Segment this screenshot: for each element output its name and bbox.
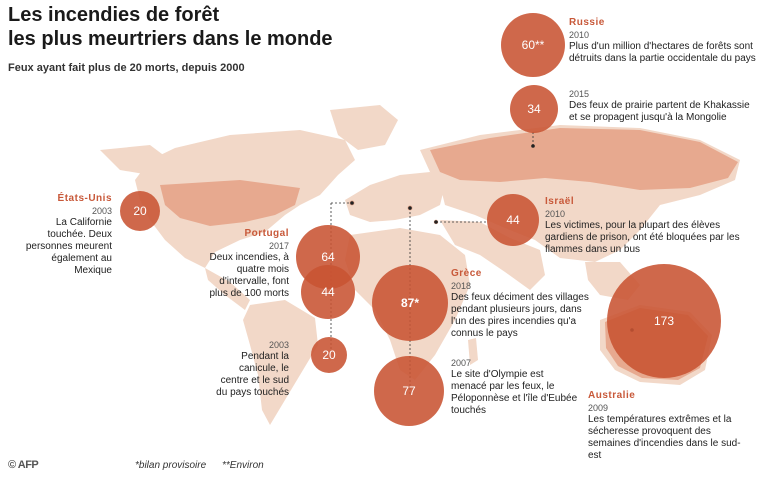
marker-israel — [434, 220, 438, 224]
bubble-australie-2009: 173 — [607, 264, 721, 378]
landmass-madagascar — [468, 338, 478, 365]
russie-year-2010: 2010 — [569, 30, 590, 40]
israel-desc: Les victimes, pour la plupart des élèves… — [545, 220, 740, 255]
australie-desc: Les températures extrêmes et la sécheres… — [588, 414, 741, 461]
footnote-approx: **Environ — [222, 460, 264, 471]
landmass-europe — [345, 172, 445, 222]
bubble-russie-2015: 34 — [510, 85, 558, 133]
title-line-1: Les incendies de forêt — [8, 4, 220, 26]
portugal-country: Portugal — [244, 228, 289, 239]
grece-block: Grèce 2018 Des feux déciment des village… — [451, 268, 596, 340]
highlight-russia — [430, 128, 738, 190]
portugal-2003-block: 2003 Pendant la canicule, le centre et l… — [210, 339, 289, 399]
grece-country: Grèce — [451, 268, 482, 279]
bubble-grece-2018: 87* — [372, 265, 448, 341]
australie-block: Australie 2009 Les températures extrêmes… — [588, 390, 753, 462]
title-line-2: les plus meurtriers dans le monde — [8, 28, 333, 50]
israel-block: Israël 2010 Les victimes, pour la plupar… — [545, 196, 745, 256]
etats-unis-country: États-Unis — [57, 193, 112, 204]
landmass-middle-east — [440, 220, 545, 290]
australie-country: Australie — [588, 390, 636, 401]
portugal-desc-2003: Pendant la canicule, le centre et le sud… — [216, 351, 289, 398]
portugal-year-2017: 2017 — [268, 241, 289, 251]
bubble-portugal-2017-b: 44 — [301, 265, 355, 319]
landmass-south-america — [243, 300, 318, 425]
russie-2015-block: 2015 Des feux de prairie partent de Khak… — [569, 88, 759, 124]
landmass-central-america — [205, 268, 250, 310]
marker-russia — [531, 144, 535, 148]
grece-year-2007: 2007 — [451, 358, 472, 368]
portugal-block: Portugal 2017 Deux incendies, à quatre m… — [205, 228, 290, 300]
landmass-greenland — [330, 105, 398, 150]
marker-greece — [408, 206, 412, 210]
russie-year-2015: 2015 — [569, 89, 590, 99]
russie-desc-2010: Plus d'un million d'hectares de forêts s… — [569, 41, 756, 64]
highlight-usa — [160, 180, 300, 226]
marker-portugal — [350, 201, 354, 205]
australie-year: 2009 — [588, 403, 609, 413]
grece-year-2018: 2018 — [451, 281, 472, 291]
portugal-year-2003: 2003 — [268, 340, 289, 350]
subtitle: Feux ayant fait plus de 20 morts, depuis… — [8, 62, 245, 74]
grece-desc-2007: Le site d'Olympie est menacé par les feu… — [451, 369, 578, 416]
israel-country: Israël — [545, 196, 575, 207]
etats-unis-year: 2003 — [91, 206, 112, 216]
grece-2007-block: 2007 Le site d'Olympie est menacé par le… — [451, 357, 581, 417]
afp-logo: © AFP — [8, 459, 39, 471]
etats-unis-desc: La Californie touchée. Deux personnes me… — [25, 217, 112, 276]
footnote-provisional: *bilan provisoire — [135, 460, 207, 471]
bubble-portugal-2003: 20 — [311, 337, 347, 373]
russie-label-block: Russie 2010 Plus d'un million d'hectares… — [569, 17, 759, 65]
etats-unis-block: États-Unis 2003 La Californie touchée. D… — [20, 193, 112, 277]
russie-desc-2015: Des feux de prairie partent de Khakassie… — [569, 100, 750, 123]
bubble-israel-2010: 44 — [487, 194, 539, 246]
landmass-alaska — [100, 145, 170, 175]
page-title: Les incendies de forêt les plus meurtrie… — [8, 3, 333, 51]
israel-year: 2010 — [545, 209, 566, 219]
bubble-etats-unis-2003: 20 — [120, 191, 160, 231]
bubble-grece-2007: 77 — [374, 356, 444, 426]
russie-country: Russie — [569, 17, 605, 28]
grece-desc-2018: Des feux déciment des villages pendant p… — [451, 292, 589, 339]
bubble-russie-2010: 60** — [501, 13, 565, 77]
portugal-desc-2017: Deux incendies, à quatre mois d'interval… — [209, 252, 290, 299]
